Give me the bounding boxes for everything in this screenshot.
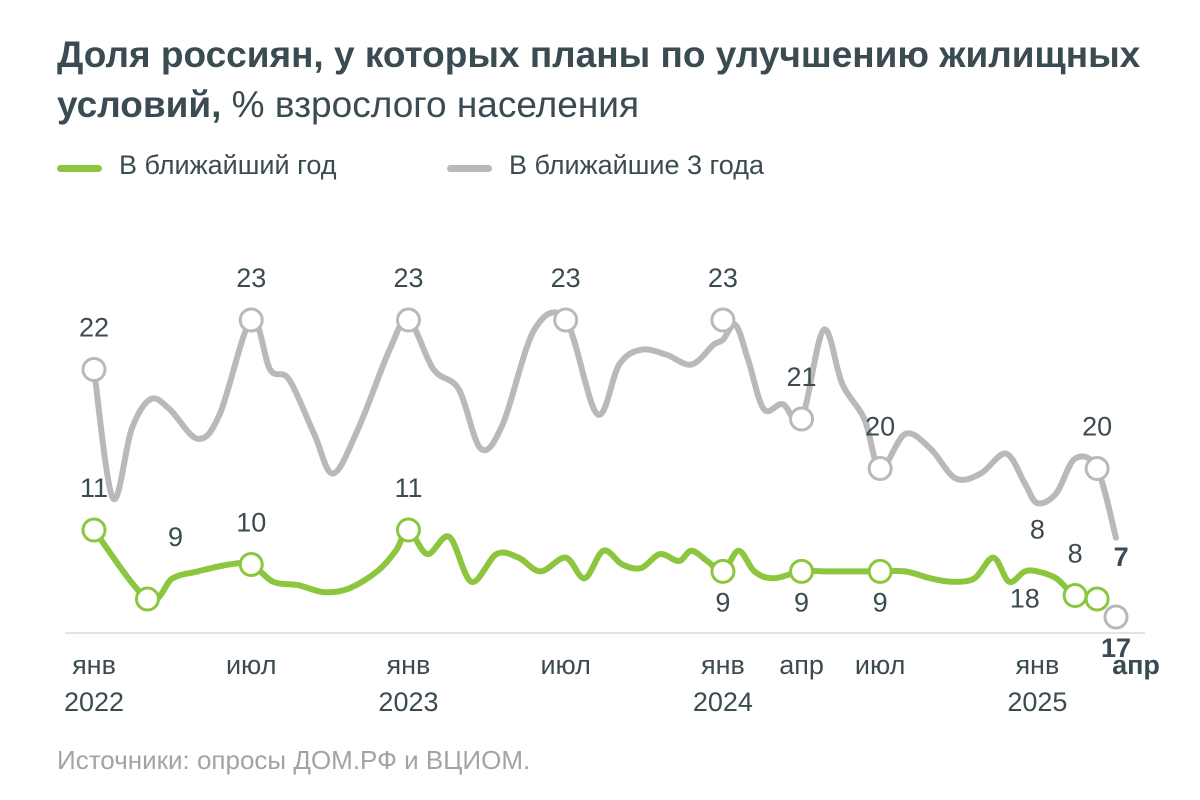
- chart-title-bold: Доля россиян, у которых планы по улучшен…: [57, 34, 1141, 125]
- legend-label-1y: В ближайший год: [119, 150, 337, 180]
- data-label: 17: [1101, 633, 1131, 663]
- data-point-marker: [710, 558, 736, 584]
- x-tick-label: 2024: [693, 687, 753, 717]
- data-point-marker: [238, 552, 264, 577]
- data-label: 11: [394, 473, 422, 503]
- chart-title: Доля россиян, у которых планы по улучшен…: [57, 30, 1157, 130]
- series-line-1y: [91, 527, 1101, 604]
- x-tick-label: апр: [779, 650, 824, 680]
- data-label: 8: [1068, 539, 1083, 569]
- data-label: 20: [865, 412, 895, 442]
- data-label: 11: [80, 473, 108, 503]
- data-label: 18: [1010, 584, 1040, 614]
- x-tick-label: апр: [1112, 650, 1160, 680]
- x-tick-label: июл: [540, 650, 591, 680]
- data-point-marker: [1103, 604, 1129, 630]
- legend-label-3y: В ближайшие 3 года: [509, 150, 764, 180]
- data-label: 23: [551, 263, 581, 293]
- x-tick-label: янв: [72, 650, 116, 680]
- data-label: 23: [708, 263, 738, 293]
- x-tick-label: янв: [387, 650, 431, 680]
- data-point-marker: [789, 406, 815, 432]
- data-point-marker: [395, 517, 421, 543]
- data-label: 8: [1030, 514, 1045, 544]
- x-tick-label: 2023: [378, 687, 438, 717]
- data-point-marker: [867, 456, 893, 481]
- data-point-marker: [789, 558, 815, 584]
- data-label: 9: [715, 587, 730, 617]
- data-point-marker: [1062, 583, 1088, 609]
- data-label: 21: [787, 362, 817, 392]
- series-line-3y: [91, 309, 1119, 541]
- x-tick-label: 2022: [64, 687, 124, 717]
- x-tick-label: 2025: [1007, 687, 1067, 717]
- data-label: 7: [1114, 542, 1129, 572]
- x-tick-label: июл: [226, 650, 277, 680]
- data-point-marker: [81, 517, 107, 543]
- data-label: 9: [168, 522, 183, 552]
- data-point-marker: [710, 307, 736, 333]
- data-label: 23: [393, 263, 423, 293]
- legend-swatch-1y: [57, 165, 102, 172]
- data-label: 22: [79, 313, 109, 343]
- x-tick-label: янв: [701, 650, 745, 680]
- x-tick-label: янв: [1015, 650, 1059, 680]
- data-point-marker: [134, 586, 160, 612]
- data-point-marker: [395, 307, 421, 333]
- x-tick-label: июл: [855, 650, 906, 680]
- data-point-marker: [867, 558, 893, 584]
- source-note: Источники: опросы ДОМ.РФ и ВЦИОМ.: [57, 745, 531, 775]
- data-label: 10: [236, 508, 266, 538]
- chart-title-regular: % взрослого населения: [231, 84, 639, 125]
- data-point-marker: [238, 307, 264, 333]
- data-point-marker: [1084, 456, 1110, 481]
- data-point-marker: [81, 357, 107, 382]
- data-label: 20: [1082, 412, 1112, 442]
- data-point-marker: [553, 307, 579, 333]
- data-label: 9: [873, 587, 888, 617]
- data-point-marker: [1084, 586, 1110, 612]
- legend-swatch-3y: [447, 165, 492, 172]
- data-label: 9: [794, 587, 809, 617]
- data-label: 23: [236, 263, 266, 293]
